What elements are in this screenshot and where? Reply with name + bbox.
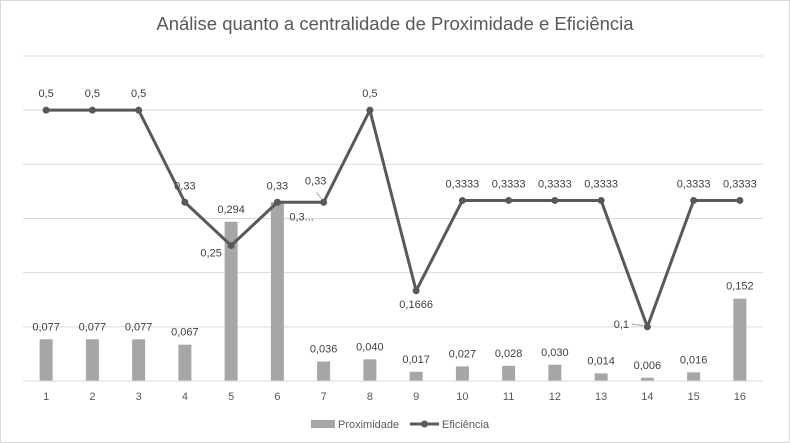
proximidade-bar — [132, 339, 146, 381]
proximidade-bar — [270, 202, 284, 381]
proximidade-bar — [733, 298, 747, 381]
chart-title: Análise quanto a centralidade de Proximi… — [156, 13, 634, 34]
proximidade-data-label: 0,3... — [289, 211, 313, 223]
eficiencia-marker — [412, 287, 420, 295]
proximidade-bar — [548, 364, 562, 381]
label-leader-line — [631, 323, 644, 327]
proximidade-data-label: 0,006 — [634, 360, 662, 372]
eficiencia-marker — [643, 323, 651, 331]
proximidade-bar — [363, 359, 377, 381]
eficiencia-data-label: 0,1666 — [399, 299, 433, 311]
legend-proximidade-label: Proximidade — [338, 419, 399, 431]
proximidade-bar — [687, 372, 701, 381]
proximidade-bar — [502, 365, 516, 381]
eficiencia-marker — [227, 242, 235, 250]
proximidade-data-label: 0,040 — [356, 341, 384, 353]
proximidade-data-label: 0,027 — [449, 348, 477, 360]
proximidade-data-label: 0,036 — [310, 344, 338, 356]
eficiencia-data-label: 0,3333 — [446, 178, 480, 190]
legend-proximidade-swatch — [311, 420, 335, 428]
x-tick-label: 4 — [182, 391, 188, 403]
eficiencia-data-label: 0,5 — [85, 88, 100, 100]
x-tick-label: 8 — [367, 391, 373, 403]
proximidade-data-label: 0,152 — [726, 281, 754, 293]
eficiencia-marker — [273, 198, 281, 206]
eficiencia-marker — [736, 196, 744, 204]
x-tick-label: 1 — [43, 391, 49, 403]
proximidade-data-label: 0,030 — [541, 347, 569, 359]
proximidade-bar — [39, 339, 53, 381]
proximidade-data-label: 0,017 — [402, 354, 430, 366]
eficiencia-line — [46, 108, 740, 329]
eficiencia-marker — [320, 198, 328, 206]
proximidade-bar — [317, 361, 331, 381]
eficiencia-data-label: 0,3333 — [723, 178, 757, 190]
x-tick-label: 7 — [321, 391, 327, 403]
eficiencia-marker — [597, 196, 605, 204]
proximidade-bar — [409, 371, 423, 381]
eficiencia-marker — [42, 106, 50, 114]
eficiencia-data-label: 0,5 — [38, 88, 53, 100]
eficiencia-data-label: 0,1 — [614, 319, 629, 331]
label-leader-line — [316, 191, 323, 200]
x-tick-label: 16 — [734, 391, 746, 403]
legend-eficiencia-label: Eficiência — [442, 419, 490, 431]
eficiencia-data-label: 0,3333 — [538, 178, 572, 190]
proximidade-bar — [85, 339, 99, 381]
proximidade-data-label: 0,014 — [587, 355, 615, 367]
x-tick-label: 3 — [136, 391, 142, 403]
eficiencia-data-label: 0,3333 — [492, 178, 526, 190]
eficiencia-marker — [505, 196, 513, 204]
x-tick-label: 9 — [413, 391, 419, 403]
eficiencia-data-label: 0,33 — [305, 175, 326, 187]
eficiencia-data-label: 0,5 — [362, 88, 377, 100]
proximidade-data-label: 0,028 — [495, 348, 523, 360]
proximidade-data-label: 0,067 — [171, 327, 199, 339]
proximidade-data-label: 0,016 — [680, 354, 708, 366]
x-tick-label: 11 — [503, 391, 514, 403]
eficiencia-marker — [690, 196, 698, 204]
proximidade-bar — [224, 221, 238, 381]
x-tick-label: 5 — [228, 391, 234, 403]
eficiencia-data-label: 0,33 — [174, 180, 195, 192]
eficiencia-data-label: 0,33 — [267, 180, 288, 192]
proximidade-bar — [455, 366, 469, 381]
x-tick-label: 6 — [274, 391, 280, 403]
x-tick-label: 2 — [89, 391, 95, 403]
eficiencia-marker — [458, 196, 466, 204]
eficiencia-data-label: 0,3333 — [584, 178, 618, 190]
proximidade-bar — [594, 373, 608, 381]
eficiencia-data-label: 0,5 — [131, 88, 146, 100]
proximidade-bar — [640, 377, 654, 381]
eficiencia-data-label: 0,25 — [200, 248, 221, 260]
x-tick-label: 15 — [688, 391, 700, 403]
x-tick-label: 12 — [549, 391, 561, 403]
proximidade-data-label: 0,294 — [217, 204, 245, 216]
eficiencia-marker — [135, 106, 143, 114]
x-tick-label: 13 — [595, 391, 607, 403]
proximidade-data-label: 0,077 — [125, 321, 153, 333]
eficiencia-data-label: 0,3333 — [677, 178, 711, 190]
legend-eficiencia-swatch-marker — [421, 420, 428, 428]
eficiencia-marker — [88, 106, 96, 114]
x-tick-label: 14 — [641, 391, 653, 403]
eficiencia-marker — [366, 106, 374, 114]
proximidade-bar — [178, 344, 192, 381]
proximidade-data-label: 0,077 — [79, 321, 107, 333]
proximidade-data-label: 0,077 — [32, 321, 60, 333]
eficiencia-marker — [181, 198, 189, 206]
x-tick-label: 10 — [456, 391, 468, 403]
eficiencia-marker — [551, 196, 559, 204]
